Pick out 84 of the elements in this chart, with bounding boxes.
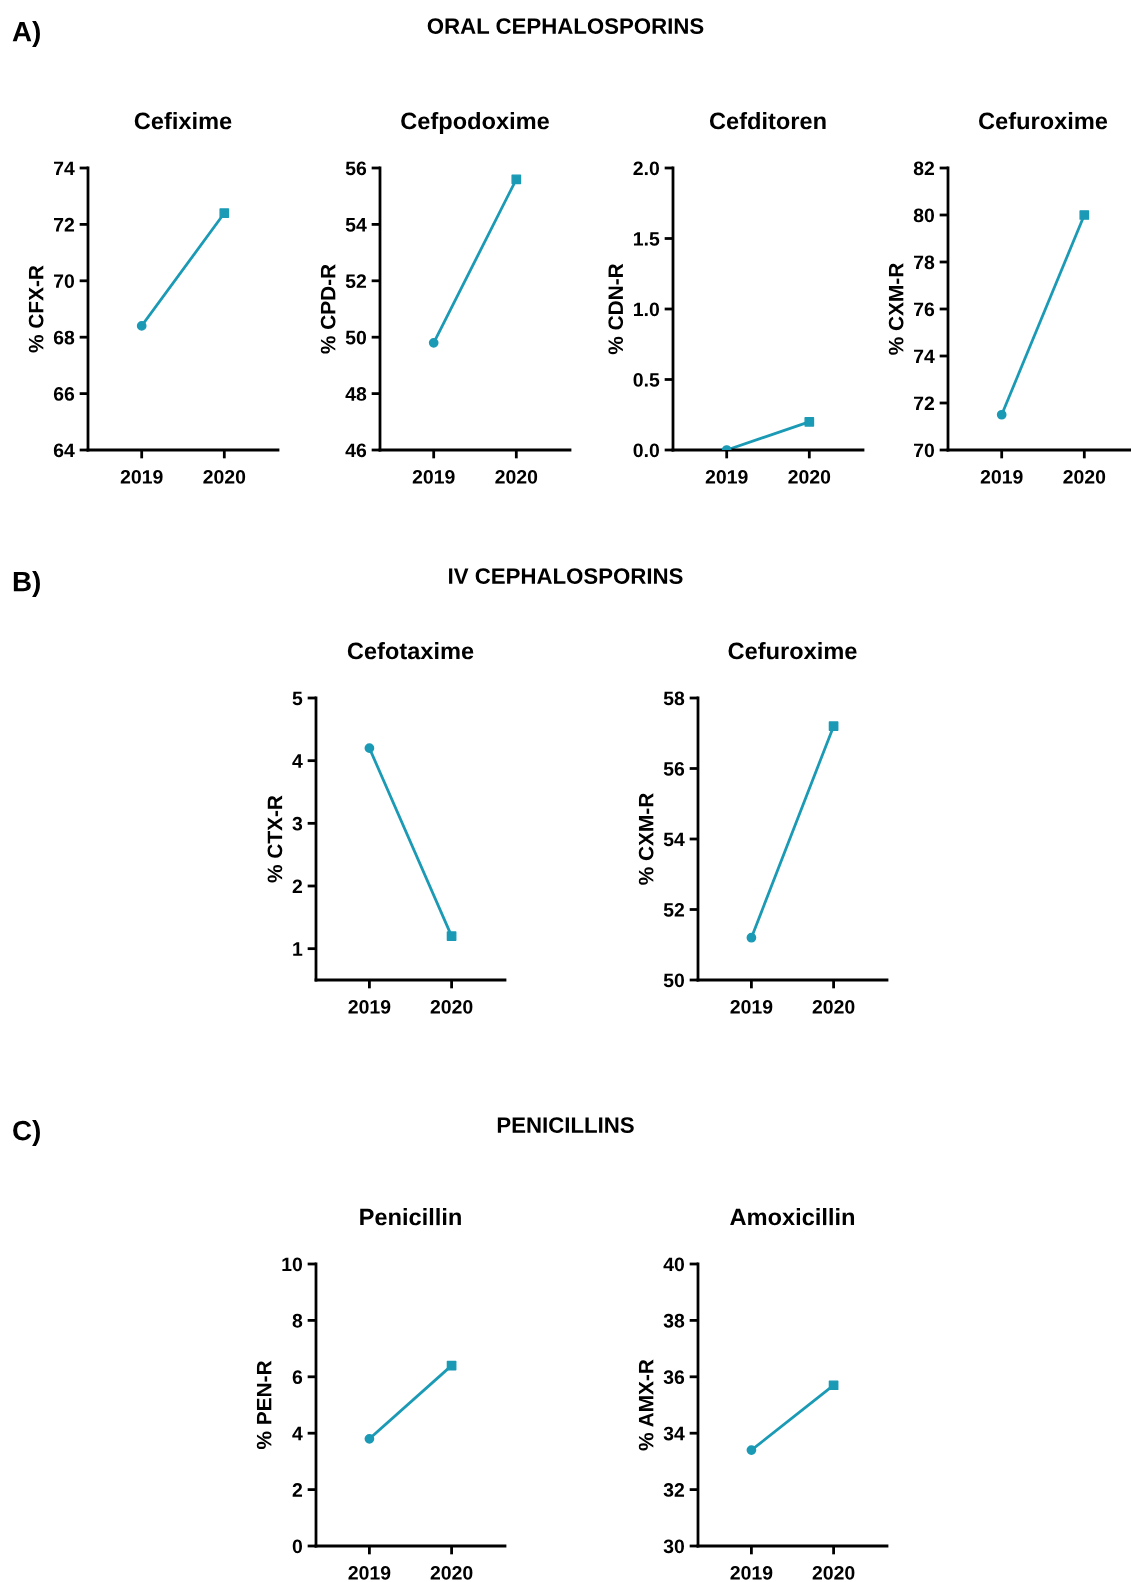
y-tick-label: 50: [663, 973, 685, 988]
text: ORAL CEPHALOSPORINS: [427, 18, 704, 34]
y-axis-title: % CPD-R: [320, 264, 336, 354]
x-tick-label: 2019: [348, 1565, 391, 1580]
chart-title: Penicillin: [360, 1208, 461, 1226]
y-tick-label: 52: [345, 274, 367, 289]
y-axis-title: % AMX-R: [638, 1359, 654, 1451]
y-tick-label: 2: [292, 1483, 303, 1497]
x-tick-label: 2020: [788, 469, 831, 484]
y-axis-title: % CFX-R: [28, 265, 44, 353]
y-tick-label: 1.0: [634, 302, 660, 317]
x-tick-label: 2019: [705, 469, 748, 484]
y-tick-label: 38: [663, 1313, 685, 1328]
y-tick-label: 30: [663, 1539, 685, 1554]
y-tick-label: 36: [663, 1370, 685, 1385]
y-axis-title: % CXM-R: [638, 793, 654, 885]
chart-title: Cefpodoxime: [401, 112, 549, 135]
y-tick-label: 46: [345, 443, 367, 458]
y-tick-label: 76: [914, 302, 935, 317]
y-tick-label: 0.5: [633, 372, 660, 387]
x-tick-label: 2020: [812, 999, 855, 1014]
y-tick-label: 48: [345, 387, 367, 401]
y-tick-label: 34: [663, 1426, 685, 1441]
y-tick-label: 70: [54, 274, 75, 289]
x-tick-label: 2019: [730, 999, 773, 1014]
text: IV CEPHALOSPORINS: [449, 568, 683, 584]
x-tick-label: 2019: [980, 469, 1023, 484]
chart-title: Cefditoren: [709, 112, 826, 130]
y-tick-label: 1.5: [634, 232, 660, 246]
x-tick-label: 2020: [812, 1565, 855, 1580]
y-tick-label: 1: [293, 942, 303, 956]
x-tick-label: 2020: [430, 1565, 473, 1580]
y-tick-label: 6: [292, 1370, 303, 1385]
x-tick-label: 2020: [495, 469, 538, 484]
y-tick-label: 3: [292, 816, 303, 831]
y-tick-label: 54: [663, 832, 685, 847]
text: A): [12, 21, 40, 47]
y-tick-label: 32: [663, 1483, 685, 1497]
chart-title: Cefixime: [134, 112, 232, 130]
x-tick-label: 2020: [430, 999, 473, 1014]
x-tick-label: 2019: [120, 469, 163, 484]
chart-title: Cefuroxime: [979, 112, 1108, 130]
y-tick-label: 4: [292, 754, 303, 768]
y-tick-label: 82: [913, 161, 935, 176]
chart-title: Cefotaxime: [347, 642, 474, 660]
y-tick-label: 64: [53, 443, 75, 458]
x-tick-label: 2019: [412, 469, 455, 484]
y-tick-label: 10: [282, 1257, 303, 1272]
y-tick-label: 5: [292, 691, 303, 706]
x-tick-label: 2019: [730, 1565, 773, 1580]
x-tick-label: 2020: [1063, 469, 1106, 484]
y-tick-label: 40: [663, 1257, 685, 1272]
y-tick-label: 72: [54, 217, 75, 232]
y-tick-label: 68: [53, 330, 75, 345]
y-tick-label: 2.0: [633, 161, 660, 176]
text: C): [13, 1120, 40, 1146]
x-tick-label: 2020: [203, 469, 246, 484]
y-tick-label: 70: [914, 443, 935, 458]
y-tick-label: 66: [53, 387, 75, 401]
y-tick-label: 58: [663, 691, 685, 706]
y-tick-label: 8: [292, 1313, 303, 1328]
y-tick-label: 56: [345, 161, 367, 176]
text: PENICILLINS: [497, 1117, 634, 1133]
x-tick-label: 2019: [348, 999, 391, 1014]
chart-title: Amoxicillin: [730, 1208, 855, 1226]
y-axis-title: % CTX-R: [267, 795, 283, 883]
y-tick-label: 0: [292, 1539, 303, 1554]
y-tick-label: 80: [913, 208, 935, 223]
y-tick-label: 74: [54, 161, 75, 176]
chart-title: Cefuroxime: [728, 642, 857, 660]
text: B): [13, 571, 40, 597]
y-tick-label: 0.0: [633, 443, 660, 458]
y-tick-label: 78: [914, 255, 935, 270]
y-tick-label: 50: [345, 330, 367, 345]
y-axis-title: % CXM-R: [888, 263, 904, 355]
y-tick-label: 54: [345, 218, 367, 232]
y-tick-label: 56: [663, 761, 685, 776]
y-tick-label: 72: [914, 396, 935, 411]
y-axis-title: % CDN-R: [608, 263, 624, 355]
y-tick-label: 52: [663, 902, 685, 917]
y-tick-label: 2: [292, 879, 303, 894]
y-tick-label: 74: [914, 349, 935, 364]
y-axis-title: % PEN-R: [256, 1360, 272, 1450]
y-tick-label: 4: [292, 1426, 303, 1441]
